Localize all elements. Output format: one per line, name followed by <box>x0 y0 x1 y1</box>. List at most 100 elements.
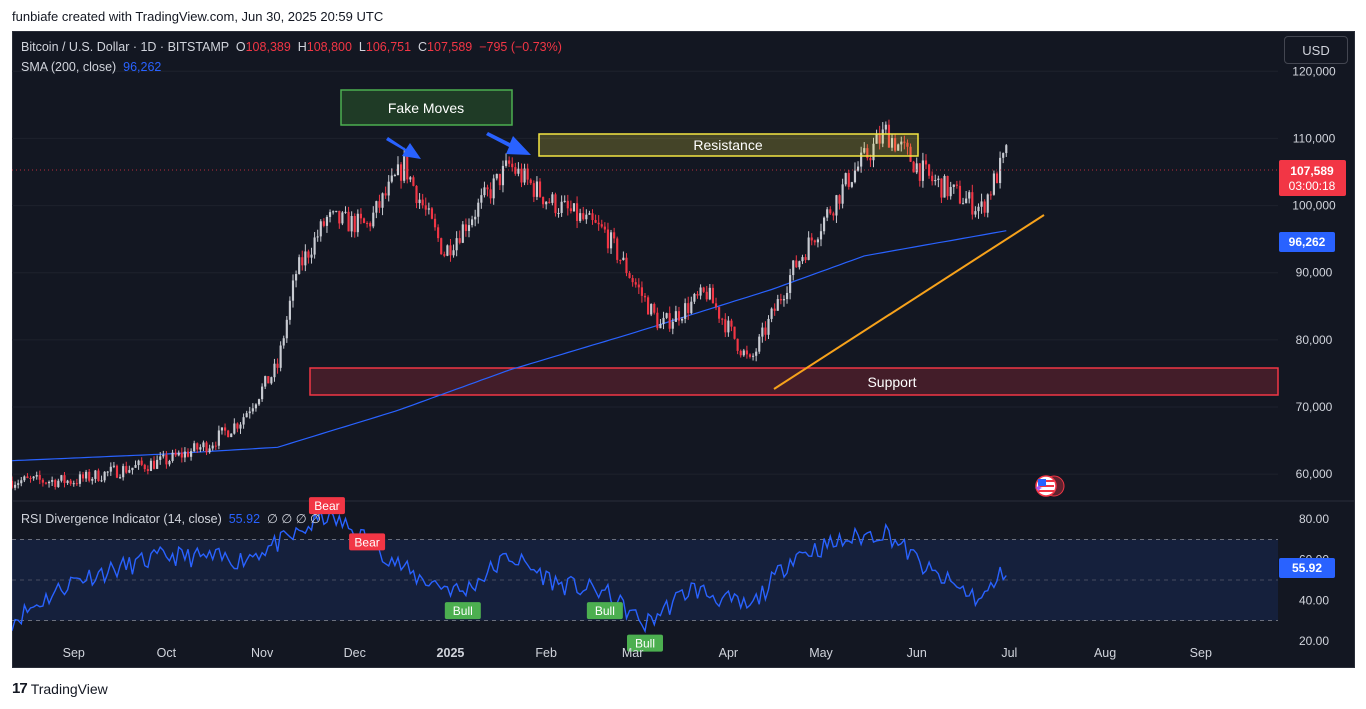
candle-body <box>233 423 236 434</box>
bear-signal <box>349 533 386 551</box>
candle-body <box>78 474 82 484</box>
candle-body <box>307 251 310 258</box>
brand-name: TradingView <box>30 680 108 697</box>
candle-body <box>927 164 931 176</box>
candle-body <box>403 156 406 181</box>
candle-body <box>860 152 863 167</box>
candle-body <box>995 173 999 184</box>
candle-body <box>668 313 671 329</box>
currency-button[interactable]: USD <box>1284 36 1348 64</box>
candle-body <box>702 287 705 292</box>
candle-body <box>193 443 196 452</box>
candle-body <box>823 217 826 232</box>
time-tick-label: May <box>809 646 833 660</box>
time-tick-label: Feb <box>535 646 557 660</box>
candle-body <box>727 320 730 333</box>
time-tick-label: Sep <box>1190 646 1212 660</box>
candle-body <box>677 311 681 321</box>
candle-body <box>137 460 140 466</box>
price-axis: 120,000 110,000 100,000 90,000 80,000 70,000 6… <box>1292 64 1336 481</box>
candle-body <box>301 257 304 266</box>
support-label: Support <box>867 374 916 390</box>
candle-body <box>12 480 14 488</box>
candle-body <box>35 474 38 477</box>
candle-body <box>156 459 159 469</box>
candle-body <box>282 338 285 346</box>
candle-body <box>88 471 91 481</box>
footer-brand[interactable]: 17 TradingView <box>12 680 108 697</box>
signal-label: Bull <box>635 637 655 651</box>
candle-body <box>773 308 776 311</box>
candle-body <box>900 141 903 145</box>
candle-body <box>230 433 233 438</box>
candle-body <box>350 215 353 232</box>
candle-body <box>662 317 665 325</box>
candle-body <box>511 163 514 168</box>
candle-body <box>17 483 20 485</box>
candle-body <box>643 295 647 298</box>
flag-icon[interactable]: ✦ <box>1034 475 1065 497</box>
candle-body <box>634 282 637 285</box>
candle-body <box>94 470 97 479</box>
candle-body <box>63 475 66 484</box>
trend-line <box>773 214 1045 390</box>
candle-body <box>60 475 63 481</box>
candle-body <box>384 193 387 196</box>
candle-body <box>819 231 823 240</box>
candle-body <box>508 160 511 164</box>
candle-body <box>582 213 585 220</box>
candle-body <box>903 141 906 143</box>
candle-body <box>304 251 307 266</box>
candle-body <box>853 170 857 183</box>
candle-body <box>291 280 295 301</box>
candle-body <box>131 467 134 471</box>
time-tick-label: Nov <box>251 646 274 660</box>
candle-body <box>915 163 918 173</box>
rsi-legend[interactable]: RSI Divergence Indicator (14, close) 55.… <box>21 512 321 526</box>
sma-price-label: 96,262 <box>1289 235 1326 249</box>
candle-body <box>801 257 804 262</box>
candle-body <box>603 226 606 230</box>
price-tick-label: 110,000 <box>1293 131 1336 145</box>
candle-body <box>699 287 702 296</box>
symbol-title[interactable]: Bitcoin / U.S. Dollar · 1D · BITSTAMP <box>21 40 229 54</box>
price-tick-label: 90,000 <box>1296 266 1333 280</box>
candle-body <box>162 454 165 457</box>
candle-body <box>579 213 582 221</box>
candle-body <box>613 232 616 239</box>
candle-body <box>637 284 640 288</box>
candle-body <box>943 176 946 198</box>
candle-body <box>832 213 835 216</box>
candle-body <box>115 465 119 478</box>
sma-price-tag: 96,262 <box>1279 232 1335 252</box>
candle-body <box>270 377 273 384</box>
candle-body <box>535 181 539 197</box>
fake-moves-annotation: Fake Moves <box>340 89 531 159</box>
candle-body <box>220 427 224 431</box>
chart-canvas[interactable]: Support Resistance Fake Moves 120,000 110… <box>12 31 1355 668</box>
candle-body <box>97 470 100 482</box>
candle-body <box>554 194 557 214</box>
bull-signal <box>627 634 663 652</box>
sma-legend[interactable]: SMA (200, close) 96,262 <box>21 60 162 74</box>
candle-body <box>680 318 684 321</box>
candle-body <box>273 363 276 378</box>
candle-body <box>325 216 329 226</box>
candle-body <box>650 304 653 315</box>
candle-body <box>51 480 54 482</box>
candle-body <box>887 124 891 148</box>
candle-body <box>671 321 674 329</box>
candle-body <box>869 158 872 161</box>
time-axis: Sep Oct Nov Dec 2025 Feb Mar Apr May Jun Jul Aug Sep <box>63 646 1212 660</box>
candle-body <box>785 292 789 300</box>
candle-body <box>946 176 949 197</box>
candle-body <box>937 178 940 181</box>
candle-body <box>69 480 72 484</box>
candle-body <box>366 222 369 224</box>
candle-body <box>779 299 782 301</box>
candle-body <box>548 201 551 203</box>
candle-body <box>196 443 199 450</box>
candle-body <box>631 278 634 283</box>
candle-body <box>829 209 832 214</box>
candle-body <box>227 430 230 438</box>
